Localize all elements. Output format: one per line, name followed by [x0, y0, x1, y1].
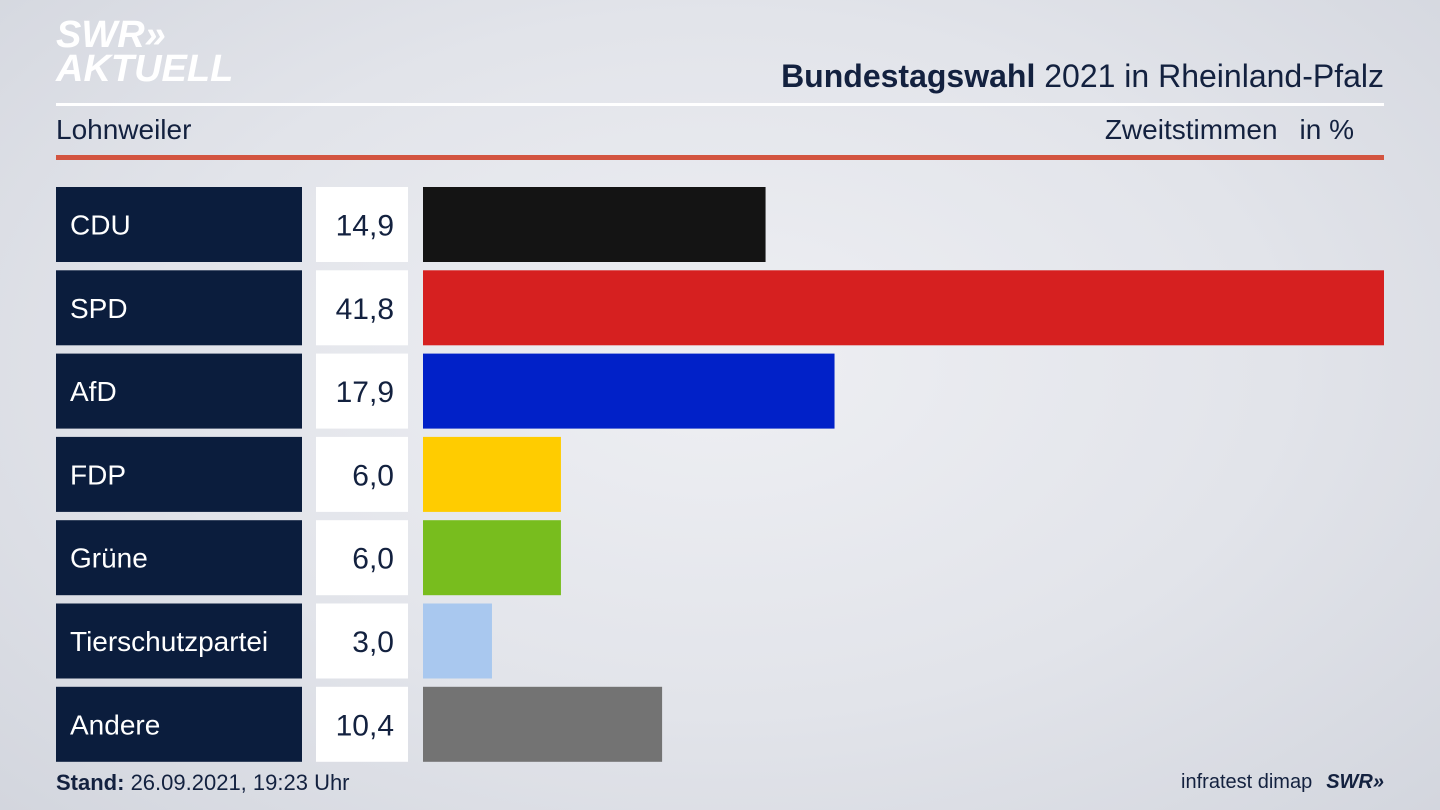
bar-fdp [423, 436, 561, 512]
value-label-spd: 41,8 [336, 293, 394, 326]
party-label-spd: SPD [70, 293, 128, 324]
page-title: Bundestagswahl 2021 in Rheinland-Pfalz [781, 58, 1384, 95]
party-label-box-andere [56, 686, 302, 762]
title-bold: Bundestagswahl [781, 58, 1036, 94]
party-label-box-afd [56, 353, 302, 429]
logo-line-aktuell: AKTUELL [56, 48, 234, 90]
stand-value: 26.09.2021, 19:23 Uhr [124, 770, 350, 795]
value-label-cdu: 14,9 [336, 210, 394, 243]
value-box-tierschutzpartei [316, 603, 408, 679]
value-label-andere: 10,4 [336, 709, 394, 742]
swr-aktuell-logo: SWR» AKTUELL [56, 14, 234, 90]
bar-andere [423, 686, 663, 762]
party-label-box-cdu [56, 187, 302, 262]
stand-label: Stand: [56, 770, 125, 795]
value-box-spd [316, 270, 408, 346]
party-label-box-tierschutzpartei [56, 603, 302, 679]
value-box-fdp [316, 436, 408, 512]
vote-type-label: Zweitstimmen in % [1105, 114, 1354, 146]
party-label-tierschutzpartei: Tierschutzpartei [70, 626, 268, 657]
source-credit: infratest dimap SWR» [1181, 771, 1384, 794]
party-label-andere: Andere [70, 709, 160, 740]
value-label-tierschutzpartei: 3,0 [352, 626, 394, 659]
bar-afd [423, 353, 835, 429]
party-label-cdu: CDU [70, 210, 131, 241]
bar-cdu [423, 187, 766, 262]
bar-spd [423, 270, 1384, 346]
location-label: Lohnweiler [56, 114, 192, 145]
bar-gr-ne [423, 520, 561, 596]
party-label-box-gr-ne [56, 520, 302, 596]
accent-divider [56, 155, 1384, 160]
value-box-andere [316, 686, 408, 762]
source-label: infratest dimap [1181, 771, 1313, 793]
party-label-afd: AfD [70, 376, 117, 407]
party-label-box-spd [56, 270, 302, 346]
value-box-gr-ne [316, 520, 408, 596]
header-divider [56, 103, 1384, 106]
value-label-fdp: 6,0 [352, 459, 394, 492]
vote-type: Zweitstimmen [1104, 114, 1278, 145]
unit-label: in % [1299, 114, 1354, 145]
bar-tierschutzpartei [423, 603, 492, 679]
value-box-cdu [316, 187, 408, 262]
swr-brand-logo: SWR» [1326, 771, 1384, 793]
logo-line-swr: SWR» [56, 14, 166, 56]
party-label-box-fdp [56, 436, 302, 512]
party-label-gr-ne: Grüne [70, 543, 148, 574]
title-rest: 2021 in Rheinland-Pfalz [1035, 58, 1384, 94]
timestamp: Stand: 26.09.2021, 19:23 Uhr [56, 770, 350, 796]
value-label-afd: 17,9 [336, 376, 394, 409]
value-box-afd [316, 353, 408, 429]
party-label-fdp: FDP [70, 459, 126, 490]
value-label-gr-ne: 6,0 [352, 543, 394, 576]
